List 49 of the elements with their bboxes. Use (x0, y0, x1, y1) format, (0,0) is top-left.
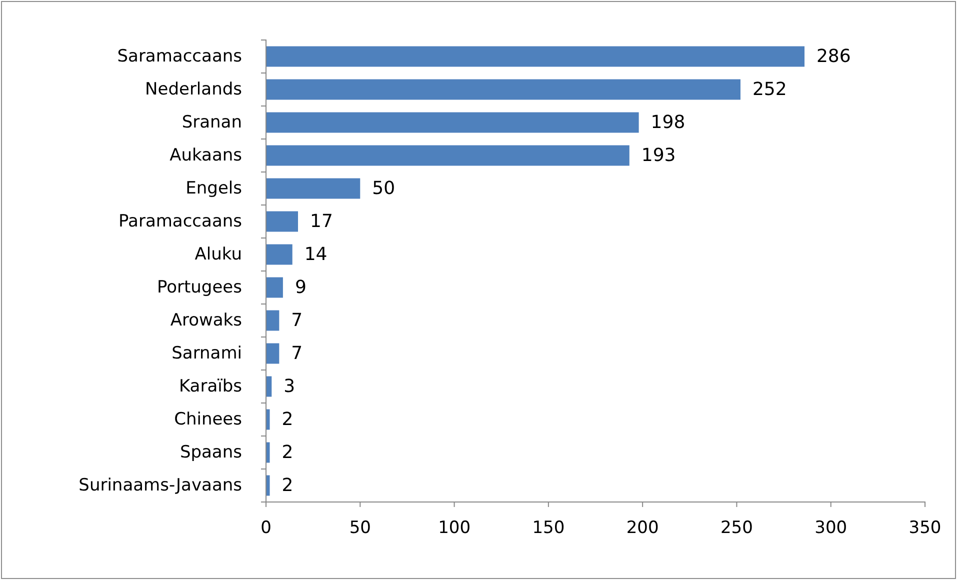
bar (266, 277, 283, 298)
bar (266, 442, 270, 463)
data-label: 198 (650, 112, 686, 133)
bar (266, 343, 280, 364)
data-label: 2 (282, 409, 294, 430)
data-label: 286 (816, 46, 851, 67)
y-tick-label: Chinees (174, 410, 242, 430)
data-label: 2 (282, 442, 294, 463)
data-label: 7 (291, 310, 303, 331)
data-label: 7 (291, 343, 303, 364)
y-tick-label: Karaïbs (178, 376, 242, 396)
x-tick-label: 150 (532, 518, 565, 538)
y-tick-label: Sarnami (172, 344, 242, 364)
y-tick-label: Paramaccaans (118, 212, 242, 232)
x-tick-label: 300 (814, 518, 848, 538)
bar (266, 178, 360, 199)
data-label: 17 (310, 211, 333, 232)
y-tick-label: Portugees (156, 278, 242, 298)
x-tick-label: 200 (626, 518, 659, 538)
y-tick-label: Spaans (180, 442, 242, 462)
x-tick-label: 100 (438, 518, 471, 538)
bar (266, 112, 639, 133)
data-label: 50 (372, 178, 396, 199)
y-tick-label: Nederlands (145, 80, 242, 100)
x-tick-label: 50 (349, 518, 371, 538)
data-label: 9 (294, 277, 306, 298)
bar (266, 244, 292, 265)
y-tick-label: Surinaams-Javaans (78, 476, 242, 496)
y-tick-label: Engels (186, 178, 242, 198)
bar (266, 211, 298, 232)
bar (266, 145, 630, 166)
bar (266, 310, 280, 331)
y-tick-label: Aluku (194, 244, 242, 264)
y-tick-label: Sranan (182, 112, 242, 132)
bar (266, 475, 270, 496)
data-label: 14 (304, 244, 328, 265)
data-label: 2 (282, 475, 294, 496)
data-label: 3 (284, 376, 296, 397)
bar (266, 79, 740, 100)
data-label: 252 (752, 79, 787, 100)
y-tick-label: Aukaans (170, 146, 242, 166)
data-label: 193 (641, 145, 676, 166)
y-tick-label: Arowaks (170, 310, 242, 330)
x-tick-label: 0 (260, 518, 272, 538)
x-tick-label: 250 (720, 518, 753, 538)
y-tick-label: Saramaccaans (117, 46, 242, 66)
bar (266, 409, 270, 430)
x-tick-label: 350 (908, 518, 942, 538)
bar (266, 46, 804, 67)
